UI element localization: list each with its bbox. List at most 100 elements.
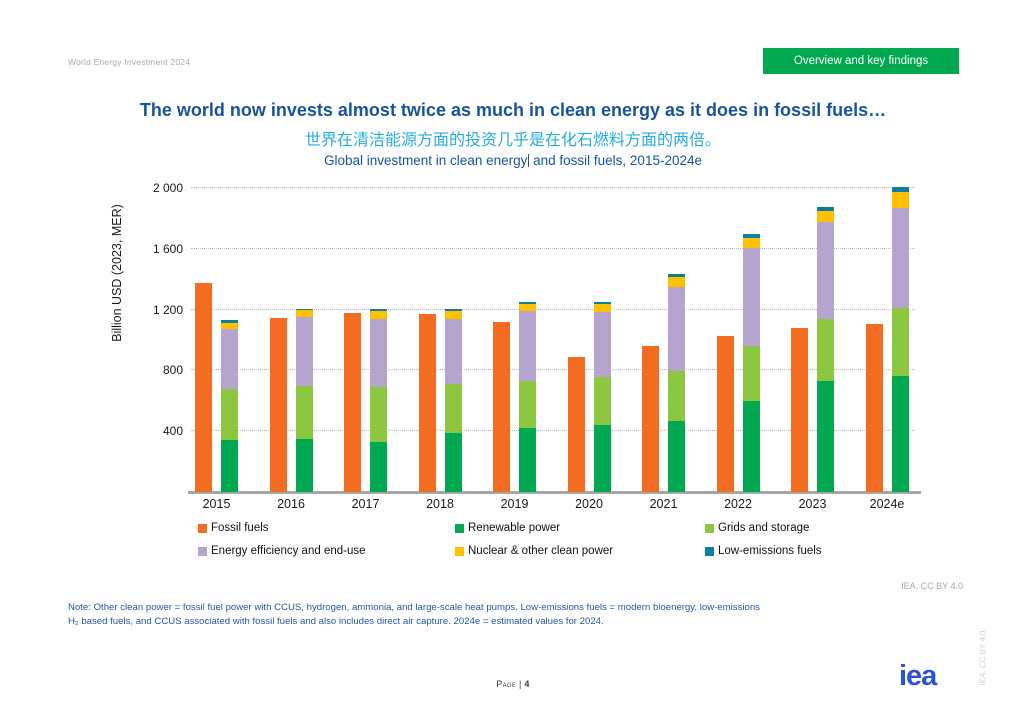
bar-segment-nuclear-other-clean-power-2018 [444,311,462,319]
bar-segment-low-emissions-fuels-2015 [221,320,238,323]
page-separator: | [518,679,522,689]
legend-item-low-emissions-fuels: Low-emissions fuels [705,545,918,557]
legend-item-fossil-fuels: Fossil fuels [198,522,455,534]
bar-fossil-fuels-2021 [642,346,659,492]
bar-segment-grids-and-storage-2020 [593,377,611,426]
bar-fossil-fuels-2018 [418,314,436,492]
bar-segment-renewable-power-2015 [221,440,238,492]
bar-segment-low-emissions-fuels-2018 [444,308,462,312]
bar-segment-renewable-power-2017 [370,441,387,492]
side-attribution: IEA. CC BY 4.0 [978,630,988,686]
bar-segment-grids-and-storage-2024e [891,308,909,377]
y-tick-label-1200: 1 200 [152,302,183,317]
page-number-value: 4 [524,679,530,689]
legend-swatch-energy-efficiency-and-end-use [198,546,207,556]
bar-fossil-fuels-2019 [493,321,510,492]
x-tick-label-2023: 2023 [798,497,827,511]
bar-segment-renewable-power-2019 [519,428,536,492]
y-tick-label-400: 400 [162,424,183,439]
bar-segment-renewable-power-2022 [742,401,760,492]
y-tick-label-800: 800 [162,363,183,378]
chart-title-textbox[interactable]: Global investment in clean energy and fo… [0,153,1026,168]
legend-swatch-fossil-fuels [198,523,207,533]
bar-segment-nuclear-other-clean-power-2024e [891,191,909,208]
overview-nav-button[interactable]: Overview and key findings [763,48,959,74]
bar-segment-nuclear-other-clean-power-2020 [593,304,611,312]
footnote: Note: Other clean power = fossil fuel po… [68,601,760,629]
iea-logo: iea [899,660,937,692]
legend-item-nuclear-other-clean-power: Nuclear & other clean power [455,545,705,557]
page-number: Page | 4 [496,679,529,689]
bar-segment-low-emissions-fuels-2023 [817,206,834,211]
gridline-1600 [191,247,915,249]
bar-segment-grids-and-storage-2016 [295,385,313,439]
gridline-1200 [191,308,915,310]
bar-segment-grids-and-storage-2017 [370,387,387,442]
bar-segment-nuclear-other-clean-power-2015 [221,322,238,330]
bar-fossil-fuels-2016 [269,317,287,492]
bar-segment-renewable-power-2023 [817,381,834,492]
x-tick-label-2019: 2019 [500,497,529,511]
bar-segment-low-emissions-fuels-2022 [742,234,760,238]
bar-segment-low-emissions-fuels-2019 [519,302,536,305]
bar-segment-renewable-power-2018 [444,433,462,492]
bar-segment-energy-efficiency-and-end-use-2023 [817,221,834,319]
slide-subtitle-chinese: 世界在清洁能源方面的投资几乎是在化石燃料方面的两倍。 [304,132,721,149]
bar-segment-grids-and-storage-2021 [668,371,685,422]
bar-segment-energy-efficiency-and-end-use-2019 [519,311,536,382]
x-tick-label-2020: 2020 [575,497,603,511]
bar-segment-low-emissions-fuels-2016 [295,308,313,311]
legend-item-renewable-power: Renewable power [455,522,705,534]
legend-label-energy-efficiency-and-end-use: Energy efficiency and end-use [211,545,366,557]
x-tick-label-2024e: 2024e [869,497,905,511]
bar-fossil-fuels-2020 [567,356,585,492]
chart-attribution: IEA. CC BY 4.0 [901,581,963,591]
bar-segment-nuclear-other-clean-power-2016 [295,310,313,318]
bar-segment-low-emissions-fuels-2024e [891,187,909,192]
bar-segment-nuclear-other-clean-power-2023 [817,210,834,222]
bar-segment-energy-efficiency-and-end-use-2024e [891,207,909,309]
bar-fossil-fuels-2015 [195,283,212,492]
y-tick-label-1600: 1 600 [152,241,183,256]
bar-segment-energy-efficiency-and-end-use-2020 [593,311,611,378]
bar-segment-energy-efficiency-and-end-use-2018 [444,318,462,385]
x-tick-label-2016: 2016 [277,497,305,511]
bar-segment-renewable-power-2016 [295,438,313,492]
page-word: Page [496,679,517,689]
legend-label-grids-and-storage: Grids and storage [718,522,810,534]
legend-item-energy-efficiency-and-end-use: Energy efficiency and end-use [198,545,455,557]
bar-segment-nuclear-other-clean-power-2022 [742,237,760,249]
bar-fossil-fuels-2022 [716,336,734,492]
document-title: World Energy Investment 2024 [68,57,191,67]
x-axis-line [188,491,921,494]
legend-swatch-low-emissions-fuels [705,546,714,556]
legend-label-fossil-fuels: Fossil fuels [211,522,269,534]
legend-swatch-grids-and-storage [705,523,714,533]
text-cursor [528,154,530,167]
legend-label-nuclear-other-clean-power: Nuclear & other clean power [468,545,614,557]
chart-title-left: Global investment in clean energy [324,153,528,168]
plot-area: 400 800 1 200 1 600 2 000 2015 2016 2017 2018 201… [153,181,921,511]
bar-segment-grids-and-storage-2023 [817,318,834,382]
legend-swatch-nuclear-other-clean-power [455,546,464,556]
bar-segment-energy-efficiency-and-end-use-2021 [668,286,685,372]
y-axis-title: Billion USD (2023, MER) [110,204,124,342]
bar-segment-nuclear-other-clean-power-2019 [519,304,536,312]
legend-item-grids-and-storage: Grids and storage [705,522,918,534]
bar-segment-low-emissions-fuels-2017 [370,309,387,312]
gridline-400 [191,430,915,432]
bar-segment-low-emissions-fuels-2020 [593,302,611,305]
x-tick-label-2018: 2018 [426,497,454,511]
x-tick-label-2017: 2017 [351,497,380,511]
footnote-line1: Note: Other clean power = fossil fuel po… [68,602,760,613]
bar-segment-low-emissions-fuels-2021 [668,274,685,277]
x-tick-label-2022: 2022 [724,497,752,511]
bar-segment-grids-and-storage-2022 [742,346,760,402]
bar-segment-nuclear-other-clean-power-2017 [370,311,387,319]
legend-label-renewable-power: Renewable power [468,522,561,534]
chart-title-right: and fossil fuels, 2015-2024e [529,153,702,168]
gridline-2000 [191,187,915,188]
slide-title: The world now invests almost twice as mu… [139,100,887,120]
legend-swatch-renewable-power [455,523,464,533]
